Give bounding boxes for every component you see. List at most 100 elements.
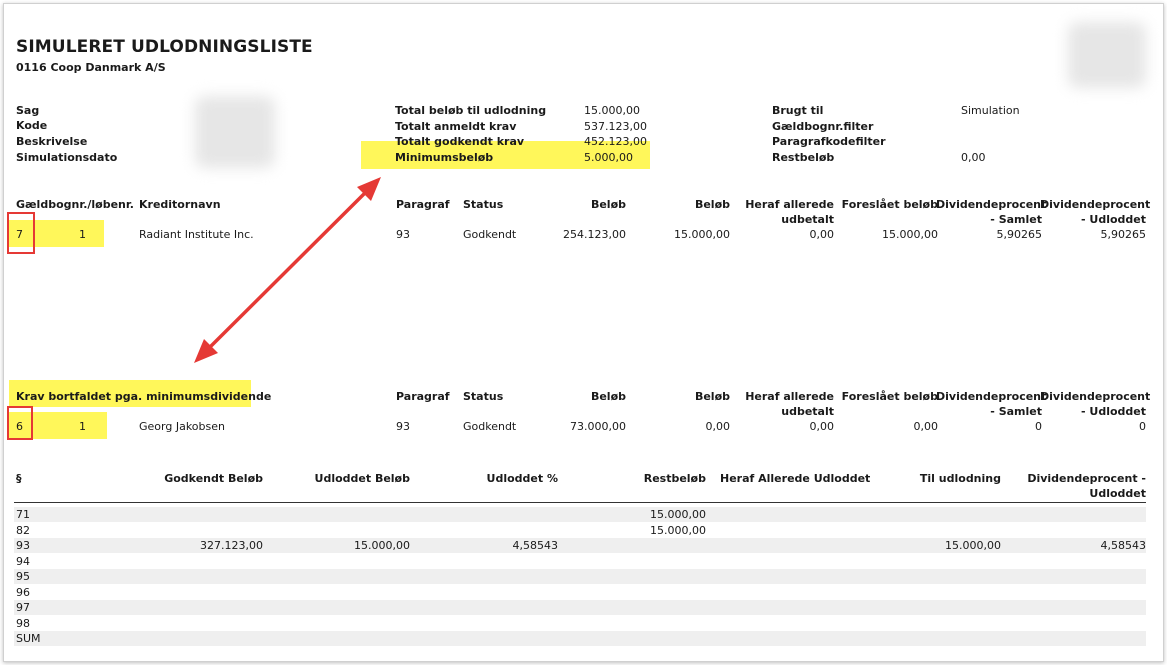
- t1-cell-kreditor: Radiant Institute Inc.: [139, 228, 254, 241]
- t1-header-divu1: Dividendeprocent: [1040, 198, 1151, 211]
- sum-header-div2: Udloddet: [1089, 487, 1146, 500]
- summary-cell-pct: 4,58543: [512, 539, 559, 552]
- t2-cell-paragraf: 93: [396, 420, 410, 433]
- summary-cell-para: 97: [16, 601, 30, 614]
- t1-header-kreditor: Kreditornavn: [139, 198, 221, 211]
- t1-header-heraf2: udbetalt: [781, 213, 834, 226]
- summary-cell-til: 15.000,00: [945, 539, 1001, 552]
- sum-header-rest: Restbeløb: [643, 472, 706, 485]
- summary-cell-para: SUM: [16, 632, 41, 645]
- blurred-case-info: [195, 96, 275, 168]
- highlight-row-6: [9, 412, 107, 439]
- info-value-anmeldt: 537.123,00: [584, 120, 647, 133]
- t2-cell-divs: 0: [1035, 420, 1042, 433]
- summary-cell-para: 96: [16, 585, 30, 599]
- t1-header-heraf1: Heraf allerede: [745, 198, 834, 211]
- t2-cell-status: Godkendt: [463, 420, 517, 433]
- info-value-godkendt: 452.123,00: [584, 135, 647, 148]
- t2-cell-heraf: 0,00: [809, 420, 835, 433]
- summary-row-stripe: [14, 507, 1146, 522]
- t2-cell-kreditor: Georg Jakobsen: [139, 420, 225, 433]
- sum-header-heraf: Heraf Allerede Udloddet: [720, 472, 871, 485]
- info-label-kode: Kode: [16, 119, 48, 132]
- annotation-box-7: [7, 212, 35, 254]
- t1-header-divs2: - Samlet: [990, 213, 1042, 226]
- t1-cell-belob2: 15.000,00: [674, 228, 730, 241]
- summary-cell-div: 4,58543: [1100, 539, 1147, 552]
- t2-header-belob2: Beløb: [694, 390, 730, 403]
- t1-cell-foreslaaet: 15.000,00: [882, 228, 938, 241]
- summary-row-stripe: [14, 569, 1146, 584]
- sum-header-udloddet: Udloddet Beløb: [314, 472, 410, 485]
- t1-cell-belob1: 254.123,00: [563, 228, 626, 241]
- info-value-brugt-til: Simulation: [961, 104, 1020, 117]
- t2-header-heraf2: udbetalt: [781, 405, 834, 418]
- sum-header-udloddetpct: Udloddet %: [486, 472, 558, 485]
- t2-cell-lob: 1: [79, 420, 86, 433]
- t2-header-heraf1: Heraf allerede: [745, 390, 834, 403]
- info-label-total-belob: Total beløb til udlodning: [395, 104, 547, 117]
- summary-cell-rest: 15.000,00: [650, 508, 706, 521]
- info-label-godkendt: Totalt godkendt krav: [395, 135, 525, 148]
- t1-cell-lob: 1: [79, 228, 86, 241]
- info-value-restbelob: 0,00: [961, 151, 986, 164]
- sum-header-div1: Dividendeprocent -: [1027, 472, 1146, 485]
- report-subtitle: 0116 Coop Danmark A/S: [16, 61, 166, 74]
- summary-cell-udloddet: 15.000,00: [354, 539, 410, 552]
- summary-cell-para: 94: [16, 554, 30, 568]
- t1-header-divu2: - Udloddet: [1081, 213, 1146, 226]
- summary-cell-para: 95: [16, 570, 30, 583]
- report-title: SIMULERET UDLODNINGSLISTE: [16, 37, 313, 57]
- info-value-minimum: 5.000,00: [584, 151, 633, 164]
- summary-cell-godkendt: 327.123,00: [200, 539, 263, 552]
- sum-header-para: §: [16, 472, 22, 485]
- summary-cell-para: 93: [16, 539, 30, 552]
- info-label-simulationsdato: Simulationsdato: [16, 151, 118, 164]
- t2-cell-foreslaaet: 0,00: [913, 420, 939, 433]
- t2-cell-nr: 6: [16, 420, 23, 433]
- t2-header-divu1: Dividendeprocent: [1040, 390, 1151, 403]
- t1-cell-status: Godkendt: [463, 228, 517, 241]
- t2-header-belob1: Beløb: [590, 390, 626, 403]
- info-label-beskrivelse: Beskrivelse: [16, 135, 88, 148]
- highlight-minimum: [361, 141, 650, 169]
- blurred-logo: [1068, 22, 1146, 88]
- highlight-section-title: [9, 380, 251, 407]
- summary-header-rule: [14, 502, 1146, 503]
- summary-row-stripe: [14, 600, 1146, 615]
- summary-cell-para: 71: [16, 508, 30, 521]
- t1-cell-nr: 7: [16, 228, 23, 241]
- t2-cell-divu: 0: [1139, 420, 1146, 433]
- t1-header-divs1: Dividendeprocent: [936, 198, 1047, 211]
- info-label-brugt-til: Brugt til: [772, 104, 824, 117]
- info-label-minimum: Minimumsbeløb: [395, 151, 494, 164]
- t1-header-paragraf: Paragraf: [396, 198, 450, 211]
- t1-cell-divu: 5,90265: [1100, 228, 1147, 241]
- sum-header-godkendt: Godkendt Beløb: [164, 472, 263, 485]
- info-value-total-belob: 15.000,00: [584, 104, 640, 117]
- t2-header-divs1: Dividendeprocent: [936, 390, 1047, 403]
- annotation-box-6: [7, 406, 33, 440]
- info-label-anmeldt: Totalt anmeldt krav: [395, 120, 517, 133]
- t1-header-belob2: Beløb: [694, 198, 730, 211]
- sum-header-til: Til udlodning: [919, 472, 1001, 485]
- t2-header-divu2: - Udloddet: [1081, 405, 1146, 418]
- summary-cell-rest: 15.000,00: [650, 523, 706, 537]
- t2-cell-belob1: 73.000,00: [570, 420, 626, 433]
- t2-header-status: Status: [463, 390, 504, 403]
- summary-row-stripe: [14, 538, 1146, 553]
- t1-cell-heraf: 0,00: [809, 228, 835, 241]
- t1-header-belob1: Beløb: [590, 198, 626, 211]
- summary-cell-para: 98: [16, 616, 30, 630]
- t1-cell-paragraf: 93: [396, 228, 410, 241]
- t1-header-foreslaaet: Foreslået beløb: [841, 198, 938, 211]
- summary-cell-para: 82: [16, 523, 30, 537]
- t2-cell-belob2: 0,00: [705, 420, 731, 433]
- summary-row-stripe: [14, 631, 1146, 646]
- t2-section-title: Krav bortfaldet pga. minimumsdividende: [16, 390, 272, 403]
- t2-header-divs2: - Samlet: [990, 405, 1042, 418]
- t1-cell-divs: 5,90265: [996, 228, 1043, 241]
- t1-header-gaeld: Gældbognr./løbenr.: [16, 198, 134, 211]
- info-label-paragraf-filter: Paragrafkodefilter: [772, 135, 886, 148]
